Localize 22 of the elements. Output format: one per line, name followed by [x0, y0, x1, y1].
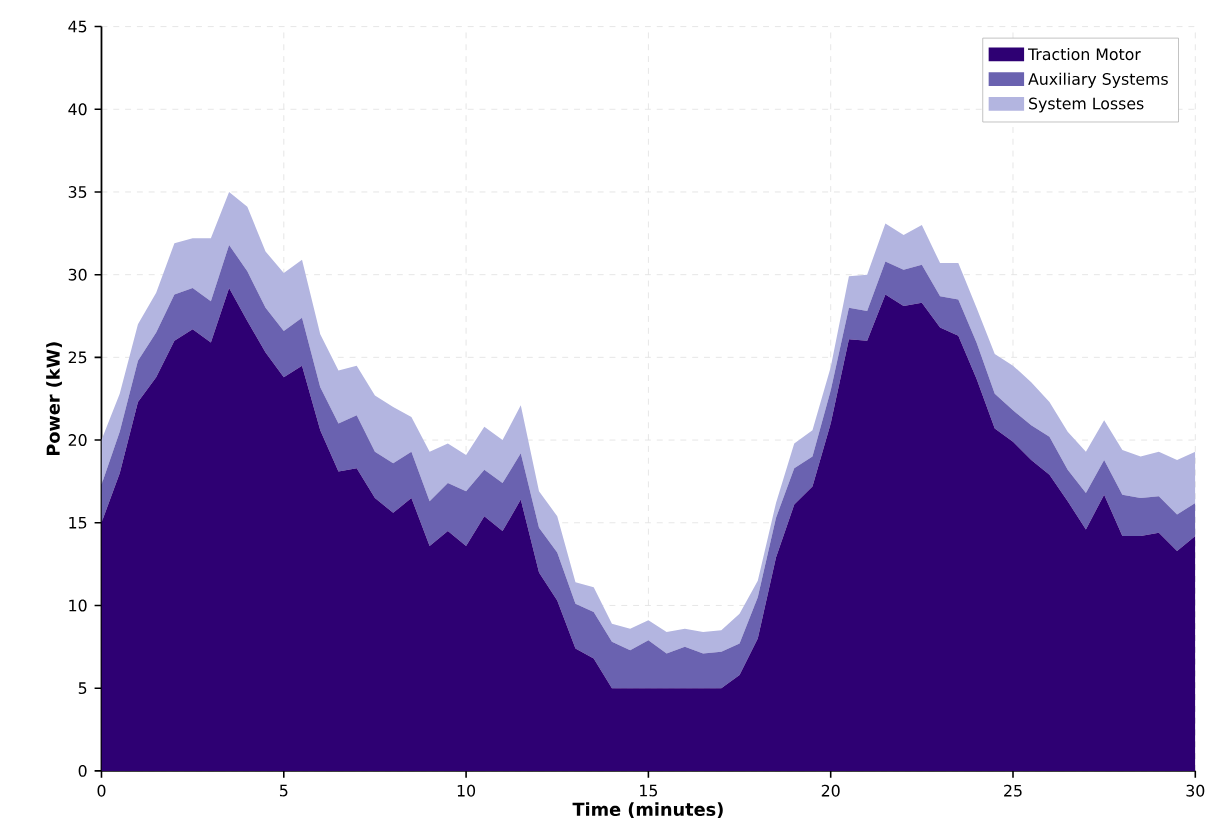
- y-tick-label: 25: [68, 351, 87, 364]
- x-tick-label: 20: [821, 784, 840, 797]
- y-tick-label: 30: [68, 268, 87, 281]
- x-tick-label: 30: [1186, 784, 1205, 797]
- y-tick-label: 20: [68, 434, 87, 447]
- y-tick-label: 45: [68, 20, 87, 33]
- x-tick-label: 25: [1004, 784, 1022, 797]
- y-tick-label: 0: [78, 764, 87, 777]
- y-tick-label: 10: [69, 599, 87, 612]
- x-tick-label: 10: [457, 784, 476, 797]
- y-tick-label: 15: [69, 517, 87, 529]
- x-tick-label: 15: [640, 784, 658, 797]
- legend-label: Traction Motor: [1028, 48, 1141, 61]
- x-tick-label: 5: [279, 784, 288, 797]
- y-tick-label: 35: [68, 186, 87, 198]
- legend-label: System Losses: [1029, 97, 1144, 113]
- x-tick-label: 0: [97, 784, 106, 797]
- y-axis-title: Power (kW): [46, 342, 62, 456]
- x-axis-title: Time (minutes): [572, 802, 723, 819]
- y-tick-label: 40: [68, 103, 87, 116]
- legend-label: Auxiliary Systems: [1028, 72, 1168, 89]
- y-tick-label: 5: [78, 682, 87, 695]
